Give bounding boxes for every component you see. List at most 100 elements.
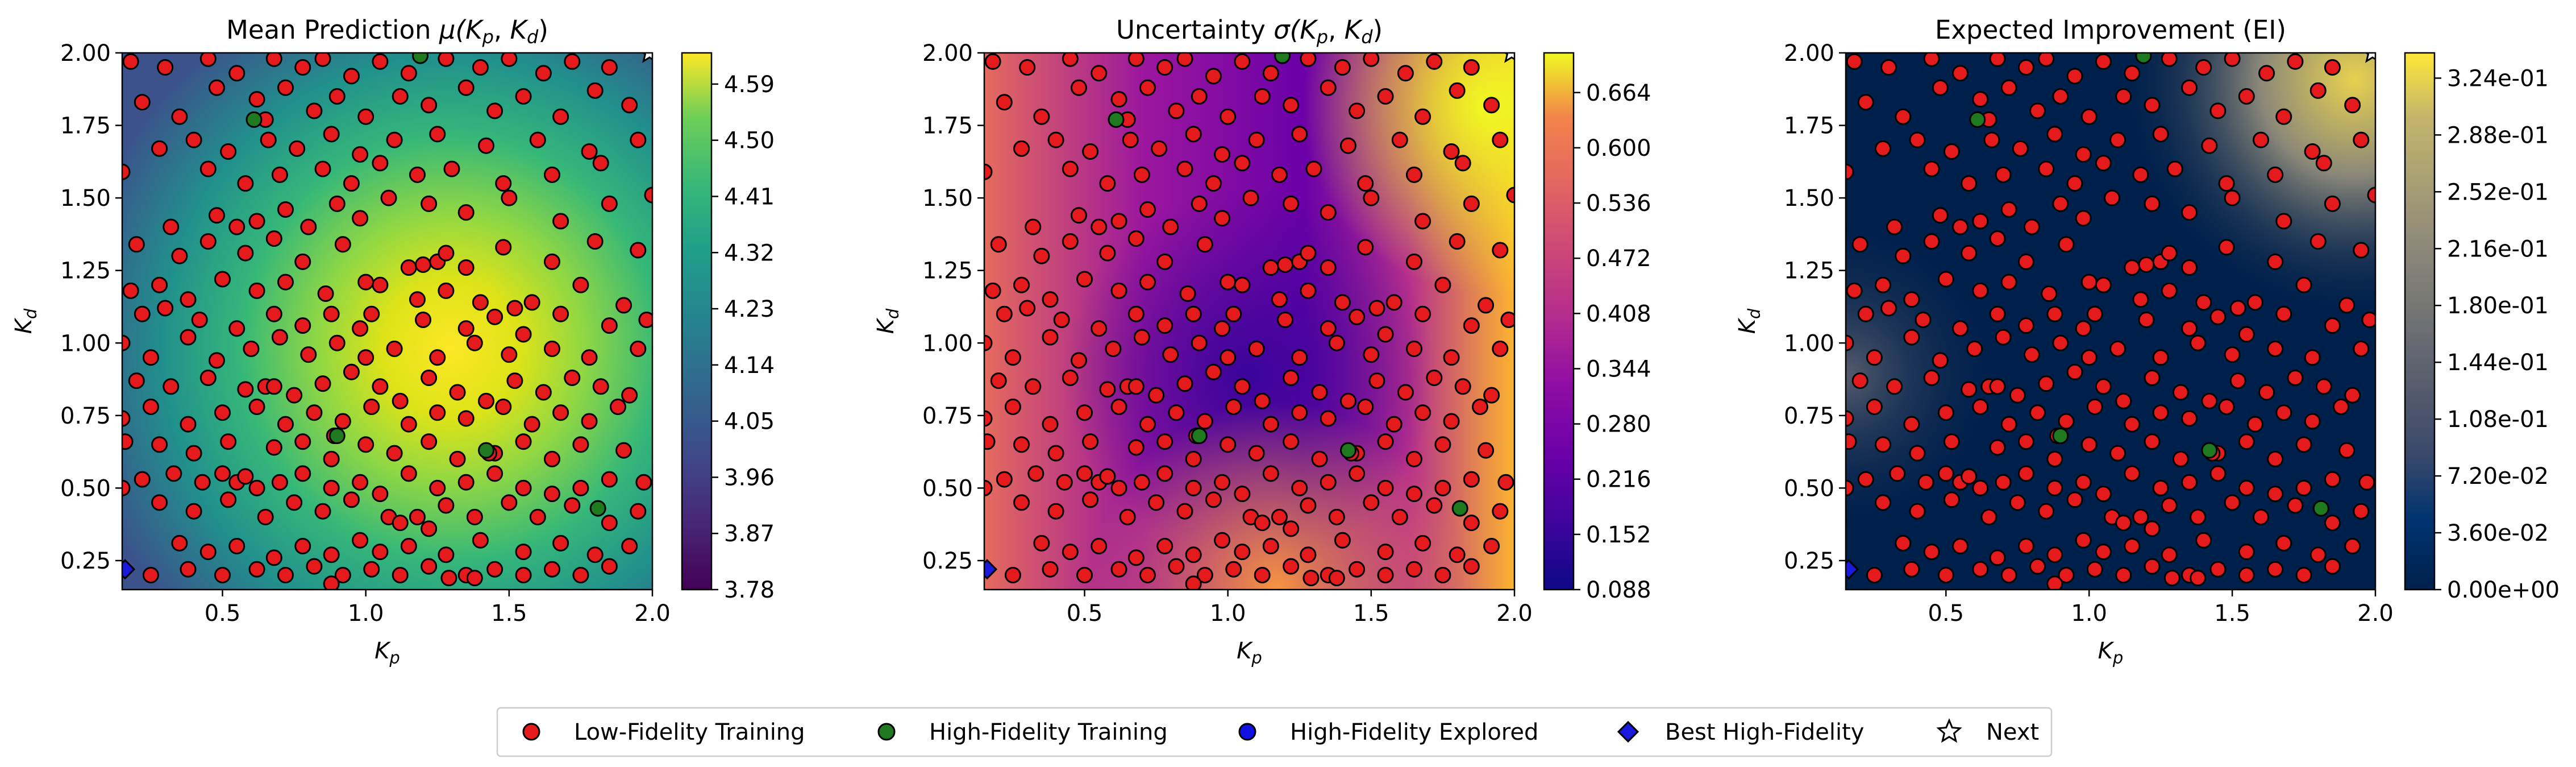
low-fidelity-point: [1062, 370, 1079, 387]
low-fidelity-point: [421, 370, 438, 387]
low-fidelity-point: [1846, 282, 1863, 299]
low-fidelity-point: [2124, 65, 2141, 82]
legend-marker: [1617, 720, 1639, 743]
low-fidelity-point: [2144, 195, 2161, 212]
low-fidelity-point: [2066, 68, 2083, 85]
low-fidelity-point: [2275, 534, 2292, 552]
low-fidelity-point: [392, 515, 409, 532]
low-fidelity-point: [1434, 276, 1451, 293]
low-fidelity-point: [2304, 349, 2321, 366]
low-fidelity-point: [1091, 320, 1108, 337]
low-fidelity-point: [1148, 387, 1165, 404]
colorbar-tick-label: 2.88e-01: [2447, 122, 2549, 148]
low-fidelity-point: [1139, 416, 1156, 433]
high-fidelity-point: [2201, 442, 2218, 459]
legend-label: High-Fidelity Training: [929, 719, 1168, 745]
low-fidelity-point: [214, 271, 231, 288]
low-fidelity-point: [151, 494, 168, 511]
low-fidelity-point: [2038, 503, 2055, 520]
low-fidelity-point: [506, 372, 523, 389]
low-fidelity-point: [2038, 375, 2055, 392]
y-tick-label: 2.00: [922, 40, 973, 67]
low-fidelity-point: [457, 204, 475, 221]
low-fidelity-point: [1909, 445, 1926, 462]
low-fidelity-point: [2009, 387, 2026, 404]
colorbar-tick-label: 0.472: [1586, 246, 1651, 272]
low-fidelity-point: [1248, 445, 1265, 462]
colorbar-tick-label: 0.536: [1586, 190, 1651, 217]
low-fidelity-point: [1895, 247, 1912, 264]
low-fidelity-point: [440, 570, 457, 587]
low-fidelity-point: [552, 108, 569, 125]
low-fidelity-point: [996, 471, 1013, 488]
low-fidelity-point: [2361, 311, 2375, 328]
low-fidelity-point: [2309, 82, 2327, 99]
low-fidelity-point: [1168, 102, 1185, 119]
low-fidelity-point: [1972, 91, 1989, 108]
low-fidelity-point: [2017, 253, 2034, 270]
low-fidelity-point: [2353, 340, 2370, 357]
low-fidelity-point: [1019, 59, 1036, 76]
colorbar-gradient: [1543, 52, 1575, 591]
low-fidelity-point: [171, 534, 188, 552]
low-fidelity-point: [1846, 433, 1857, 450]
low-fidelity-point: [564, 497, 581, 514]
low-fidelity-point: [2095, 53, 2112, 70]
low-fidelity-point: [1328, 334, 1345, 351]
high-fidelity-point: [1451, 500, 1468, 517]
low-fidelity-point: [228, 537, 245, 554]
low-fidelity-point: [2104, 189, 2121, 206]
low-fidelity-point: [1047, 503, 1064, 520]
low-fidelity-point: [1385, 294, 1403, 311]
low-fidelity-point: [2000, 79, 2017, 96]
low-fidelity-point: [1168, 558, 1185, 575]
low-fidelity-point: [142, 566, 159, 583]
low-fidelity-point: [2080, 349, 2098, 366]
low-fidelity-point: [1234, 378, 1251, 395]
low-fidelity-point: [1449, 233, 1466, 250]
low-fidelity-point: [1214, 210, 1231, 227]
low-fidelity-point: [2023, 346, 2040, 363]
low-fidelity-point: [1234, 544, 1251, 561]
low-fidelity-point: [328, 88, 346, 105]
x-tick-label: 2.0: [2357, 600, 2394, 627]
low-fidelity-point: [300, 346, 317, 363]
legend-marker: [1238, 723, 1256, 741]
low-fidelity-point: [1056, 474, 1073, 491]
x-tick-label: 0.5: [1928, 600, 1965, 627]
low-fidelity-point: [2046, 305, 2063, 322]
low-fidelity-point: [214, 465, 231, 482]
low-fidelity-point: [586, 82, 604, 99]
low-fidelity-point: [2238, 326, 2255, 343]
low-fidelity-point: [1311, 384, 1328, 401]
low-fidelity-point: [572, 276, 589, 293]
low-fidelity-point: [237, 175, 254, 192]
low-fidelity-point: [2295, 436, 2312, 453]
low-fidelity-point: [386, 340, 403, 357]
x-tick-label: 2.0: [1496, 600, 1533, 627]
low-fidelity-point: [294, 465, 311, 482]
low-fidelity-point: [2333, 399, 2350, 416]
low-fidelity-point: [2058, 413, 2075, 430]
low-fidelity-point: [515, 544, 532, 561]
low-fidelity-point: [2000, 201, 2017, 218]
low-fidelity-point: [1363, 53, 1380, 67]
low-fidelity-point: [1492, 503, 1509, 520]
low-fidelity-point: [564, 53, 581, 70]
low-fidelity-point: [1300, 546, 1317, 563]
low-fidelity-point: [2012, 140, 2029, 157]
low-fidelity-point: [220, 143, 237, 160]
low-fidelity-point: [1405, 450, 1422, 467]
y-tick-label: 0.25: [1784, 548, 1834, 574]
low-fidelity-point: [2095, 486, 2112, 503]
low-fidelity-point: [1234, 486, 1251, 503]
low-fidelity-point: [1405, 166, 1422, 183]
low-fidelity-point: [2181, 204, 2198, 221]
low-fidelity-point: [2246, 416, 2263, 433]
low-fidelity-point: [1886, 218, 1903, 235]
low-fidelity-point: [2023, 218, 2040, 235]
low-fidelity-point: [1185, 479, 1202, 496]
y-tick-label: 0.75: [60, 403, 111, 429]
low-fidelity-point: [515, 326, 532, 343]
low-fidelity-point: [317, 285, 334, 302]
